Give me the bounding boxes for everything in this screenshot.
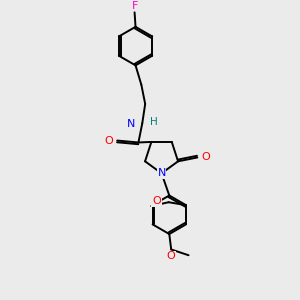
Text: H: H: [150, 117, 158, 127]
Text: F: F: [131, 1, 138, 10]
Text: O: O: [104, 136, 113, 146]
Text: O: O: [152, 196, 161, 206]
Text: N: N: [127, 119, 136, 129]
Text: N: N: [158, 168, 166, 178]
Text: O: O: [167, 251, 176, 261]
Text: O: O: [202, 152, 210, 163]
